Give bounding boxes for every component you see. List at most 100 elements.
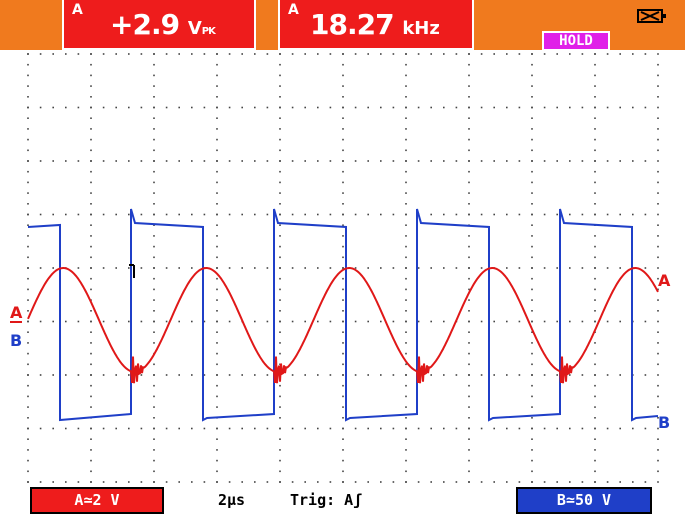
grid-dot [317,53,319,55]
grid-dot [153,363,155,366]
grid-dot [203,427,206,430]
grid-dot [632,427,634,430]
grid-dot [329,427,332,430]
grid-dot [279,459,281,462]
grid-dot [657,96,659,98]
grid-dot [468,481,470,483]
grid-dot [342,438,344,440]
grid-dot [367,106,369,109]
grid-dot [569,213,571,216]
grid-dot [405,213,407,216]
grid-dot [367,213,369,216]
grid-dot [594,138,596,141]
grid-dot [594,427,596,430]
grid-dot [581,481,584,483]
grid-dot [657,85,659,87]
grid-dot [279,470,281,473]
grid-dot [581,106,584,109]
grid-dot [405,138,407,141]
grid-dot [619,427,621,430]
grid-dot [153,417,155,419]
grid-dot [77,320,80,323]
grid-dot [644,106,647,109]
grid-dot [153,310,155,312]
grid-dot [405,63,407,66]
grid-dot [27,374,29,376]
grid-dot [27,170,29,173]
grid-dot [556,213,558,216]
grid-dot [468,342,470,344]
grid-dot [594,299,596,301]
grid-dot [329,320,332,323]
grid-dot [90,170,92,173]
grid-dot [279,417,281,419]
grid-dot [279,299,281,301]
grid-dot [342,106,344,109]
grid-dot [153,74,155,77]
grid-dot [90,481,92,483]
grid-dot [241,160,243,162]
grid-dot [228,53,231,55]
grid-dot [216,235,218,237]
grid-dot [102,53,105,55]
grid-dot [531,53,533,55]
grid-dot [468,138,470,141]
grid-dot [115,320,117,323]
grid-dot [153,128,155,130]
trace-b-left-label: B [10,331,22,350]
grid-dot [291,320,294,323]
grid-dot [531,256,533,259]
trigger-label: Trig: Aʃ [290,491,363,509]
grid-dot [266,267,269,269]
grid-dot [90,149,92,152]
grid-dot [480,320,483,323]
grid-dot [594,106,596,109]
grid-dot [430,53,432,55]
grid-dot [518,213,521,216]
header-bar: A +2.9 VPK A 18.27 kHz HOLD [0,0,685,51]
grid-dot [191,267,193,269]
grid-dot [27,299,29,301]
grid-dot [128,213,130,216]
grid-dot [417,267,420,269]
grid-dot [140,106,143,109]
grid-dot [405,149,407,152]
grid-dot [329,106,332,109]
grid-dot [27,406,29,408]
grid-dot [594,277,596,280]
grid-dot [405,310,407,312]
grid-dot [405,181,407,184]
grid-dot [128,106,130,109]
grid-dot [216,63,218,66]
grid-dot [178,374,180,376]
grid-dot [27,417,29,419]
grid-dot [65,53,67,55]
grid-dot [657,160,659,162]
grid-dot [531,170,533,173]
grid-dot [342,181,344,184]
grid-dot [619,320,621,323]
grid-dot [657,438,659,440]
grid-dot [606,481,609,483]
grid-dot [367,374,369,376]
grid-dot [279,320,281,323]
grid-dot [405,85,407,87]
grid-dot [594,53,596,55]
grid-dot [657,53,659,55]
trace-b-right-label: B [658,413,670,432]
grid-dot [657,299,659,301]
grid-dot [367,53,369,55]
grid-dot [342,277,344,280]
grid-dot [606,213,609,216]
grid-dot [405,374,407,376]
grid-dot [657,363,659,366]
grid-dot [632,213,634,216]
grid-dot [90,53,92,55]
grid-dot [317,320,319,323]
grid-dot [90,224,92,226]
grid-dot [27,470,29,473]
grid-dot [27,149,29,152]
grid-dot [317,374,319,376]
grid-dot [380,481,382,483]
grid-dot [405,277,407,280]
